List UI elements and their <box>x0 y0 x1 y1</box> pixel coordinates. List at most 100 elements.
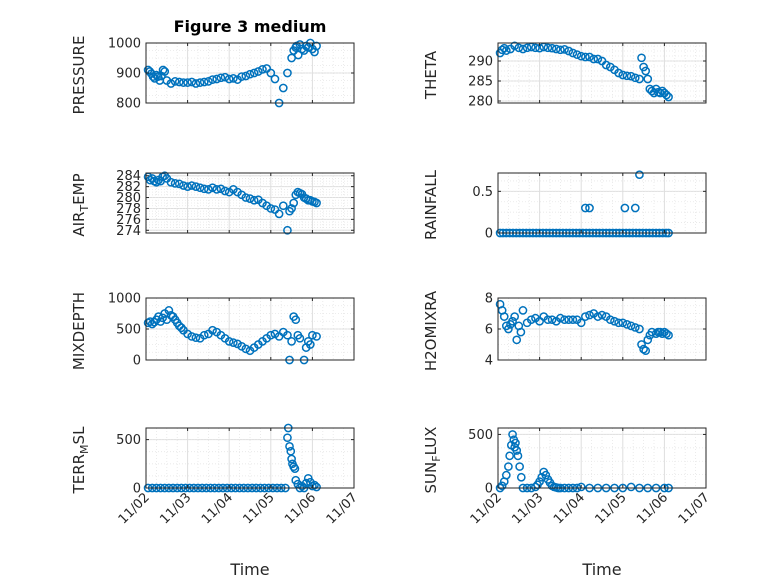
data-point <box>564 315 574 325</box>
data-point <box>581 52 590 62</box>
subplot-5: 0 500 1000 MIXDEPTH <box>70 292 355 370</box>
data-point <box>585 52 594 62</box>
data-point <box>556 45 565 55</box>
data-point <box>499 312 509 321</box>
data-point <box>508 430 517 439</box>
data-point <box>291 315 301 325</box>
y-tick-label: 280 <box>116 191 141 206</box>
data-point <box>639 344 648 354</box>
data-point <box>278 83 288 93</box>
data-point <box>170 77 180 86</box>
data-point <box>195 78 205 87</box>
data-point <box>614 68 623 78</box>
data-point <box>179 181 188 190</box>
data-point <box>220 72 230 82</box>
data-point <box>224 74 234 84</box>
data-point <box>513 451 523 461</box>
data-point <box>283 225 292 235</box>
data-point <box>643 335 653 345</box>
x-tick-label: 11/03 <box>157 490 194 527</box>
data-point <box>310 480 319 490</box>
data-point <box>526 315 536 325</box>
data-point <box>510 312 519 321</box>
data-point <box>516 327 526 337</box>
data-point <box>160 67 170 76</box>
y-tick-label: 500 <box>468 428 493 443</box>
data-point <box>641 346 651 356</box>
data-point <box>522 43 532 53</box>
subplot-6: 4 6 8 H2OMIXRA <box>422 290 707 371</box>
y-tick-label: 282 <box>116 180 141 195</box>
data-point <box>199 330 209 340</box>
data-point <box>283 68 292 78</box>
data-point <box>593 54 603 64</box>
data-point <box>224 337 234 346</box>
data-point <box>581 312 590 321</box>
data-point <box>576 51 586 61</box>
data-point <box>191 182 201 191</box>
axes-box <box>145 172 355 234</box>
data-point <box>635 324 644 334</box>
data-point <box>620 203 630 213</box>
data-point <box>635 170 644 180</box>
y-axis-label: RAINFALL <box>422 169 440 240</box>
data-point <box>241 344 251 354</box>
data-point <box>610 316 619 326</box>
data-point <box>643 74 653 84</box>
data-point <box>305 340 315 349</box>
data-point <box>216 184 226 194</box>
data-point <box>497 45 507 55</box>
data-point <box>174 77 184 87</box>
data-point <box>208 75 217 84</box>
y-tick-label: 4 <box>485 354 493 369</box>
data-point <box>229 338 238 347</box>
data-point <box>290 464 300 473</box>
y-tick-label: 500 <box>116 433 141 448</box>
data-point <box>152 177 161 187</box>
data-point <box>556 313 565 323</box>
data-point <box>212 74 222 84</box>
data-point <box>237 72 247 81</box>
y-tick-label: 280 <box>468 95 493 110</box>
data-point <box>508 316 517 326</box>
data-point <box>626 321 636 331</box>
data-point <box>177 323 186 333</box>
data-point <box>293 50 303 60</box>
axes-box <box>497 427 707 489</box>
data-point <box>501 470 511 480</box>
data-point <box>504 462 513 471</box>
data-point <box>647 327 657 337</box>
data-point <box>266 204 276 213</box>
data-point <box>637 340 646 349</box>
data-point <box>605 315 615 325</box>
data-point <box>187 181 197 190</box>
data-point <box>626 71 636 81</box>
y-tick-label: 500 <box>116 323 141 338</box>
data-point <box>585 310 594 320</box>
data-point <box>295 333 305 343</box>
axes-box <box>145 427 355 489</box>
y-tick-label: 274 <box>116 224 141 239</box>
x-tick-label: 11/05 <box>241 490 278 527</box>
data-point <box>547 43 557 53</box>
data-point <box>618 318 628 328</box>
data-point <box>312 332 321 341</box>
data-point <box>547 315 557 325</box>
data-point <box>245 194 255 203</box>
y-tick-label: 0 <box>133 482 141 497</box>
y-axis-label: H2OMIXRA <box>422 290 440 371</box>
y-tick-label: 1000 <box>108 37 141 52</box>
data-point <box>258 65 267 74</box>
data-point <box>518 44 528 54</box>
subplot-1: 800 900 1000 PRESSURE Figure 3 medium <box>70 17 355 114</box>
data-point <box>153 72 163 81</box>
data-point <box>499 43 509 53</box>
data-point <box>551 44 561 54</box>
data-point <box>287 204 296 213</box>
data-point <box>204 185 213 194</box>
data-point <box>664 92 673 102</box>
data-point <box>662 329 671 338</box>
data-point <box>212 185 222 194</box>
data-point <box>541 470 551 480</box>
